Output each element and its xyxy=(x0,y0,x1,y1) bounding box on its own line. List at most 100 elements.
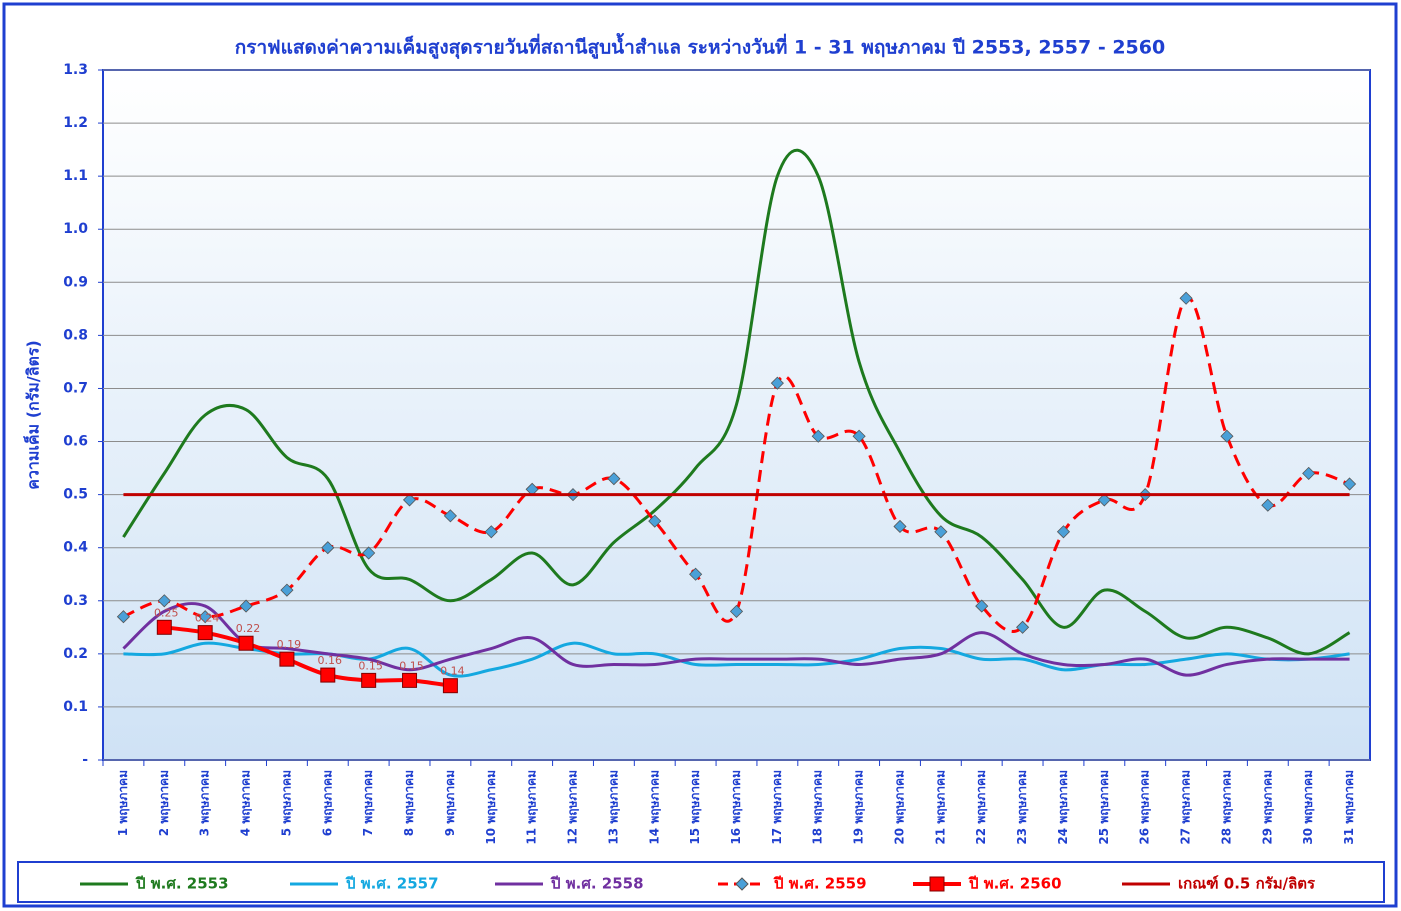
legend-label: ปี พ.ศ. 2557 xyxy=(345,875,438,893)
y-tick-label: 0.1 xyxy=(63,699,88,715)
marker xyxy=(280,583,294,597)
x-tick-label: 16 พฤษภาคม xyxy=(729,770,743,845)
marker xyxy=(811,429,825,443)
x-tick-label: 23 พฤษภาคม xyxy=(1015,770,1029,845)
x-tick-label: 26 พฤษภาคม xyxy=(1138,770,1152,845)
x-tick-label: 6 พฤษภาคม xyxy=(320,770,334,836)
plot-area xyxy=(102,69,1371,761)
y-tick-label: 0.9 xyxy=(63,274,88,290)
x-tick-label: 11 พฤษภาคม xyxy=(525,770,539,845)
x-tick-label: 1 พฤษภาคม xyxy=(116,770,130,836)
marker xyxy=(279,651,295,667)
marker xyxy=(770,376,784,390)
legend-box xyxy=(17,861,1385,903)
data-label: 0.22 xyxy=(236,622,261,635)
marker xyxy=(729,604,744,618)
marker xyxy=(198,610,212,624)
x-tick-label: 4 พฤษภาคม xyxy=(239,770,253,836)
marker xyxy=(239,599,253,613)
marker xyxy=(607,472,621,486)
marker xyxy=(156,619,172,635)
x-tick-label: 20 พฤษภาคม xyxy=(892,770,906,845)
marker xyxy=(362,546,376,560)
y-tick-label: 0.2 xyxy=(63,646,88,662)
x-tick-label: 21 พฤษภาคม xyxy=(933,770,947,845)
x-tick-label: 31 พฤษภาคม xyxy=(1342,770,1356,845)
y-tick-label: 1.2 xyxy=(63,115,88,131)
marker xyxy=(1261,498,1275,512)
x-tick-label: 14 พฤษภาคม xyxy=(647,770,661,845)
chart-title: กราฟแสดงค่าความเค็มสูงสุดรายวันที่สถานีส… xyxy=(235,33,1165,60)
marker xyxy=(1016,620,1030,634)
legend: ปี พ.ศ. 2553 ปี พ.ศ. 2557 ปี พ.ศ. 2558 ปี พ… xyxy=(80,875,1316,893)
series-line xyxy=(122,602,1350,677)
marker xyxy=(443,509,457,523)
y-tick-label: 0.4 xyxy=(63,540,88,556)
x-tick-label: 13 พฤษภาคม xyxy=(606,770,620,845)
x-tick-label: 7 พฤษภาคม xyxy=(361,770,375,836)
marker xyxy=(689,567,703,581)
marker xyxy=(402,493,417,507)
x-tick-label: 3 พฤษภาคม xyxy=(198,770,212,836)
y-tick-label: 0.5 xyxy=(63,487,88,503)
x-tick-label: 15 พฤษภาคม xyxy=(688,770,702,845)
marker xyxy=(1220,429,1234,443)
legend-label: ปี พ.ศ. 2558 xyxy=(550,875,643,893)
x-tick-label: 29 พฤษภาคม xyxy=(1260,770,1274,845)
legend-label: เกณฑ์ 0.5 กรัม/ลิตร xyxy=(1178,875,1316,893)
marker xyxy=(934,525,948,539)
y-tick-label: - xyxy=(82,752,88,768)
marker xyxy=(442,678,458,694)
marker xyxy=(484,525,498,539)
marker xyxy=(116,610,131,624)
data-label: 0.14 xyxy=(440,665,465,678)
x-tick-label: 25 พฤษภาคม xyxy=(1097,770,1111,845)
legend-label: ปี พ.ศ. 2553 xyxy=(135,875,228,893)
y-tick-label: 0.7 xyxy=(63,380,88,396)
x-tick-label: 22 พฤษภาคม xyxy=(974,770,988,845)
x-tick-label: 9 พฤษภาคม xyxy=(443,770,457,836)
series-line xyxy=(122,148,1351,656)
x-tick-label: 28 พฤษภาคม xyxy=(1219,770,1233,845)
marker xyxy=(238,635,254,651)
marker xyxy=(320,667,336,683)
x-tick-label: 8 พฤษภาคม xyxy=(402,770,416,836)
x-tick-label: 24 พฤษภาคม xyxy=(1056,770,1070,845)
marker xyxy=(1097,493,1111,507)
x-tick-label: 12 พฤษภาคม xyxy=(566,770,580,845)
y-tick-label: 1.1 xyxy=(63,168,88,184)
marker xyxy=(852,429,866,443)
marker xyxy=(648,514,662,528)
legend-marker xyxy=(735,877,749,891)
marker xyxy=(1179,291,1193,305)
x-tick-label: 10 พฤษภาคม xyxy=(484,770,498,845)
y-axis-label: ความเค็ม (กรัม/ลิตร) xyxy=(22,340,43,490)
data-label: 0.15 xyxy=(399,659,424,672)
legend-label: ปี พ.ศ. 2560 xyxy=(968,875,1061,893)
marker xyxy=(321,541,335,555)
legend-marker xyxy=(929,876,945,892)
y-tick-label: 0.8 xyxy=(63,327,88,343)
x-tick-label: 27 พฤษภาคม xyxy=(1179,770,1193,845)
data-label: 0.16 xyxy=(318,654,343,667)
x-tick-label: 18 พฤษภาคม xyxy=(811,770,825,845)
data-label: 0.15 xyxy=(358,659,383,672)
x-tick-label: 30 พฤษภาคม xyxy=(1301,770,1315,845)
y-tick-label: 1.3 xyxy=(63,62,88,78)
marker xyxy=(197,625,213,641)
marker xyxy=(157,594,171,608)
marker xyxy=(1342,477,1357,491)
marker xyxy=(361,672,377,688)
plot: 0.25 0.24 0.22 0.19 0.16 0.15 0.15 0.14 xyxy=(103,69,1370,761)
y-tick-label: 1.0 xyxy=(63,221,88,237)
marker xyxy=(975,599,989,613)
data-label: 0.24 xyxy=(195,612,220,625)
data-label: 0.25 xyxy=(154,606,179,619)
y-tick-label: 0.6 xyxy=(63,434,88,450)
data-label: 0.19 xyxy=(277,638,302,651)
marker xyxy=(893,519,907,534)
x-tick-label: 5 พฤษภาคม xyxy=(279,770,293,836)
x-tick-label: 2 พฤษภาคม xyxy=(157,770,171,836)
